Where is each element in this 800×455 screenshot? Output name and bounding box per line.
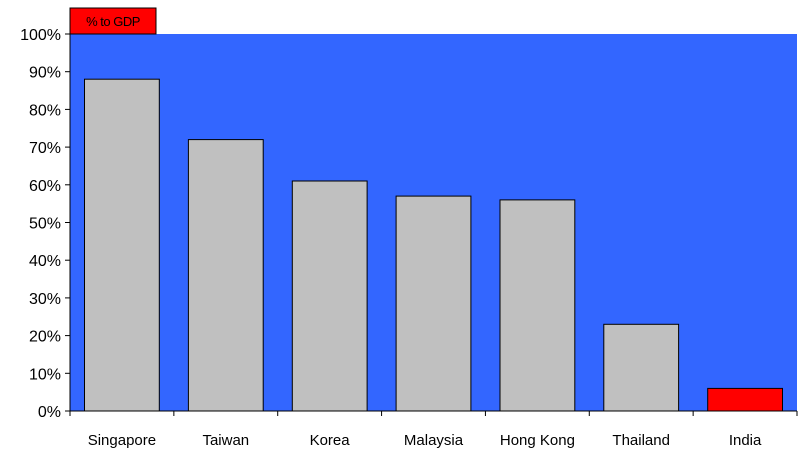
bar-thailand xyxy=(603,323,680,412)
x-axis-ticks: Singapore Taiwan Korea Malaysia Hong Kong Tha… xyxy=(69,411,798,449)
bar-korea xyxy=(291,180,368,412)
x-tick-label: Hong Kong xyxy=(500,432,575,449)
bar-hong-kong xyxy=(499,199,576,412)
y-tick-label: 30% xyxy=(29,291,61,308)
y-tick-label: 100% xyxy=(20,27,61,44)
y-axis-ticks: 0% 10% 20% 30% 40% 50% 60% 70% 80% 90% 100% xyxy=(20,27,70,421)
y-tick-label: 20% xyxy=(29,329,61,346)
bar-taiwan xyxy=(187,139,264,412)
y-tick-label: 60% xyxy=(29,178,61,195)
y-tick-label: 10% xyxy=(29,366,61,383)
x-tick-label: Malaysia xyxy=(404,432,464,449)
x-tick-label: Singapore xyxy=(88,432,156,449)
bar-india xyxy=(707,387,784,412)
y-tick-label: 40% xyxy=(29,253,61,270)
bars-group xyxy=(84,78,784,412)
title-background xyxy=(69,7,157,35)
x-tick-label: Taiwan xyxy=(202,432,249,449)
chart-title: % to GDP xyxy=(86,14,140,29)
y-tick-label: 90% xyxy=(29,65,61,82)
y-tick-label: 50% xyxy=(29,216,61,233)
y-tick-label: 80% xyxy=(29,102,61,119)
x-tick-label: India xyxy=(729,432,762,449)
x-tick-label: Thailand xyxy=(612,432,670,449)
y-tick-label: 0% xyxy=(38,404,61,421)
bar-malaysia xyxy=(395,195,472,412)
bar-singapore xyxy=(84,78,160,412)
x-tick-label: Korea xyxy=(310,432,351,449)
chart-title-box: % to GDP xyxy=(69,7,157,35)
y-tick-label: 70% xyxy=(29,140,61,157)
